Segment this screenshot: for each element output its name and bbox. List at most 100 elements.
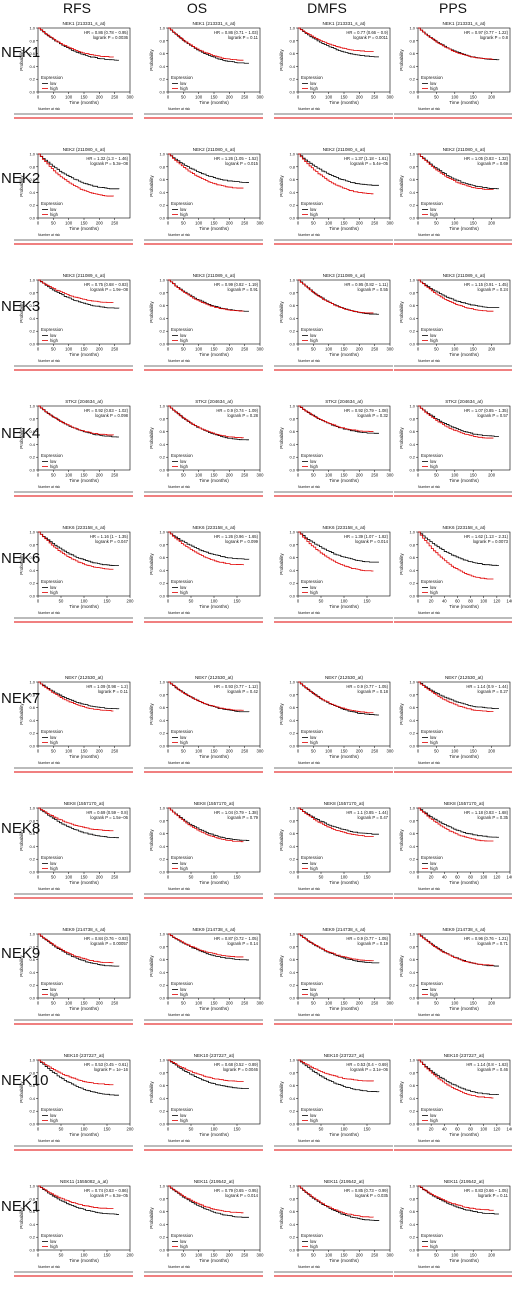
- x-tick-label: 300: [387, 1253, 395, 1258]
- x-tick-label: 250: [371, 473, 379, 478]
- legend-label-low: low: [180, 1113, 187, 1118]
- x-axis-label: Time (months): [199, 754, 229, 759]
- y-tick-label: 0.0: [29, 996, 35, 1001]
- legend-title: Expression: [301, 327, 323, 332]
- risk-row-low: [394, 491, 512, 493]
- risk-row-high: [394, 1149, 512, 1151]
- survival-curve-low: [418, 153, 499, 190]
- x-axis-label: Time (months): [199, 100, 229, 105]
- y-tick-label: 0.6: [159, 51, 165, 56]
- x-axis-label: Time (months): [329, 100, 359, 105]
- km-plot: NEK3 (211089_s_at) 0.0 0.2 0.4 0.6 0.8 1.0 Prob…: [394, 273, 512, 371]
- legend-label-high: high: [310, 464, 319, 469]
- x-tick-label: 200: [488, 1001, 496, 1006]
- y-axis-label: Probability: [399, 829, 404, 851]
- x-axis-label: Time (months): [199, 226, 229, 231]
- x-tick-label: 0: [297, 95, 300, 100]
- x-tick-label: 0: [37, 1127, 40, 1132]
- km-plot: NEK11 (1555082_a_at) 0.0 0.2 0.4 0.6 0.8 1.0 Pr…: [14, 1179, 134, 1277]
- risk-table-title: Number at risk: [168, 1013, 190, 1017]
- survival-curve-high: [38, 1059, 114, 1086]
- survival-curve-low: [168, 531, 250, 560]
- x-tick-label: 0: [167, 1253, 170, 1258]
- x-axis-label: Time (months): [199, 478, 229, 483]
- y-tick-label: 1.0: [289, 530, 295, 535]
- y-tick-label: 0.6: [29, 303, 35, 308]
- y-tick-label: 0.4: [159, 1096, 165, 1101]
- hazard-ratio-label: HR = 1.07 (0.85 − 1.35): [464, 408, 509, 413]
- km-plot: NEK3 (211089_s_at) 0.0 0.2 0.4 0.6 0.8 1.0 Prob…: [14, 273, 133, 371]
- x-tick-label: 100: [65, 221, 73, 226]
- panel-title: NEK10 (237227_at): [444, 1053, 485, 1058]
- y-tick-label: 0.2: [159, 983, 165, 988]
- row-label-8: NEK10: [1, 1072, 49, 1089]
- risk-row-high: [394, 117, 512, 119]
- x-tick-label: 150: [211, 473, 219, 478]
- legend-title: Expression: [301, 729, 323, 734]
- y-axis-label: Probability: [149, 175, 154, 197]
- x-tick-label: 0: [297, 1253, 300, 1258]
- risk-row-high: [274, 1149, 393, 1151]
- legend-label-high: high: [430, 464, 439, 469]
- risk-row-low: [144, 617, 263, 619]
- x-tick-label: 200: [226, 473, 234, 478]
- x-tick-label: 50: [51, 749, 56, 754]
- x-axis-label: Time (months): [329, 478, 359, 483]
- hazard-ratio-label: HR = 0.69 (0.59 − 0.8): [86, 810, 128, 815]
- km-panel: NEK8 (1557170_at) 0.0 0.2 0.4 0.6 0.8 1.0 Proba…: [272, 800, 397, 912]
- legend-title: Expression: [301, 981, 323, 986]
- x-tick-label: 0: [297, 221, 300, 226]
- plot-frame: [417, 1185, 511, 1251]
- y-tick-label: 0.0: [29, 90, 35, 95]
- y-axis-label: Probability: [19, 175, 24, 197]
- x-tick-label: 50: [311, 347, 316, 352]
- legend-label-high: high: [430, 1118, 439, 1123]
- x-axis-label: Time (months): [199, 1132, 229, 1137]
- y-tick-label: 1.0: [159, 26, 165, 31]
- x-tick-label: 100: [211, 599, 219, 604]
- y-tick-label: 0.4: [409, 970, 415, 975]
- x-tick-label: 100: [325, 1001, 333, 1006]
- x-tick-label: 100: [325, 221, 333, 226]
- row-label-4: NEK6: [1, 550, 41, 567]
- y-tick-label: 0.2: [409, 203, 415, 208]
- risk-row-high: [394, 897, 512, 899]
- km-plot: NEK2 (211080_s_at) 0.0 0.2 0.4 0.6 0.8 1.0 Prob…: [274, 147, 394, 245]
- survival-curve-high: [418, 279, 494, 312]
- risk-table-title: Number at risk: [418, 485, 440, 489]
- y-tick-label: 0.4: [159, 718, 165, 723]
- x-tick-label: 150: [470, 95, 478, 100]
- y-tick-label: 0.2: [29, 203, 35, 208]
- y-tick-label: 0.4: [409, 844, 415, 849]
- y-axis-label: Probability: [19, 955, 24, 977]
- risk-row-low: [144, 1145, 263, 1147]
- y-tick-label: 0.8: [29, 164, 35, 169]
- risk-row-high: [144, 897, 263, 899]
- y-tick-label: 0.0: [409, 744, 415, 749]
- y-tick-label: 0.8: [159, 38, 165, 43]
- y-axis-label: Probability: [19, 301, 24, 323]
- column-header-rfs: RFS: [63, 0, 91, 16]
- x-tick-label: 0: [417, 221, 420, 226]
- y-tick-label: 0.2: [409, 77, 415, 82]
- legend-title: Expression: [421, 1107, 443, 1112]
- x-tick-label: 250: [371, 749, 379, 754]
- y-tick-label: 0.0: [289, 1248, 295, 1253]
- x-tick-label: 0: [37, 599, 40, 604]
- panel-title: NEK6 (223158_s_at): [63, 525, 106, 530]
- y-tick-label: 1.0: [159, 1058, 165, 1063]
- panel-title: STK2 (204634_at): [445, 399, 483, 404]
- hazard-ratio-label: HR = 1.16 (1 − 1.35): [90, 534, 129, 539]
- panel-title: NEK11 (219542_at): [194, 1179, 235, 1184]
- legend-label-low: low: [310, 585, 317, 590]
- risk-row-low: [144, 365, 263, 367]
- y-tick-label: 0.0: [289, 342, 295, 347]
- risk-table-title: Number at risk: [298, 1265, 320, 1269]
- legend-label-high: high: [430, 590, 439, 595]
- legend-label-low: low: [50, 987, 57, 992]
- y-tick-label: 0.2: [159, 455, 165, 460]
- y-axis-label: Probability: [19, 1207, 24, 1229]
- km-panel: NEK3 (211089_s_at) 0.0 0.2 0.4 0.6 0.8 1.0 Prob…: [142, 272, 267, 384]
- km-plot: NEK8 (1557170_at) 0.0 0.2 0.4 0.6 0.8 1.0 Proba…: [274, 801, 393, 899]
- x-tick-label: 150: [234, 599, 242, 604]
